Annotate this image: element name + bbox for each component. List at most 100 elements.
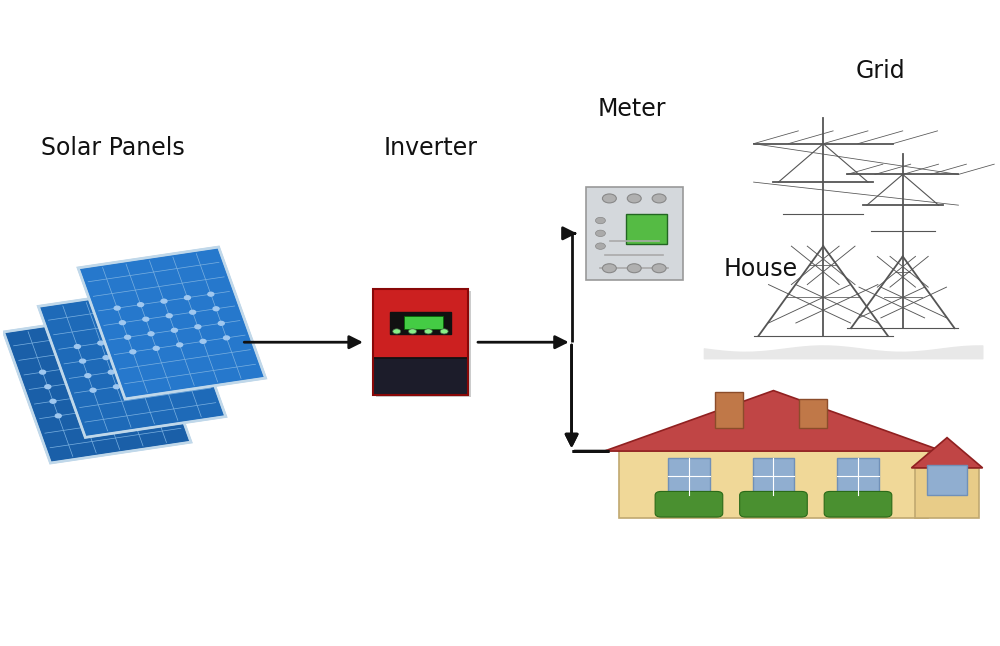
Circle shape xyxy=(184,375,190,378)
Circle shape xyxy=(143,317,149,321)
Circle shape xyxy=(102,407,108,411)
Circle shape xyxy=(153,346,159,350)
Circle shape xyxy=(424,329,432,334)
Circle shape xyxy=(63,367,69,371)
Polygon shape xyxy=(604,391,943,451)
Circle shape xyxy=(595,217,605,224)
FancyBboxPatch shape xyxy=(619,451,928,518)
Circle shape xyxy=(138,303,144,307)
Circle shape xyxy=(92,378,98,382)
Circle shape xyxy=(85,374,91,378)
Circle shape xyxy=(108,370,114,374)
Circle shape xyxy=(145,334,151,338)
Circle shape xyxy=(595,243,605,249)
Circle shape xyxy=(113,385,119,389)
Circle shape xyxy=(86,363,92,367)
Circle shape xyxy=(115,375,121,378)
Circle shape xyxy=(137,381,143,385)
Circle shape xyxy=(179,360,184,364)
Polygon shape xyxy=(911,437,983,468)
Circle shape xyxy=(98,341,104,345)
FancyBboxPatch shape xyxy=(390,312,451,334)
Text: House: House xyxy=(724,257,798,282)
Circle shape xyxy=(393,329,401,334)
Circle shape xyxy=(144,386,150,390)
Circle shape xyxy=(97,392,103,396)
Circle shape xyxy=(627,194,641,203)
FancyBboxPatch shape xyxy=(376,291,471,397)
FancyBboxPatch shape xyxy=(715,392,743,428)
FancyBboxPatch shape xyxy=(740,492,807,517)
Circle shape xyxy=(119,321,125,324)
Circle shape xyxy=(184,296,190,300)
FancyBboxPatch shape xyxy=(78,247,266,399)
Circle shape xyxy=(125,335,131,339)
Circle shape xyxy=(224,336,229,340)
FancyBboxPatch shape xyxy=(373,358,468,395)
FancyBboxPatch shape xyxy=(824,492,892,517)
Circle shape xyxy=(90,388,96,392)
Circle shape xyxy=(195,325,201,329)
FancyBboxPatch shape xyxy=(404,317,443,329)
Circle shape xyxy=(114,306,120,310)
Circle shape xyxy=(110,360,116,364)
Circle shape xyxy=(171,328,177,332)
Circle shape xyxy=(80,359,86,363)
Text: Meter: Meter xyxy=(597,98,666,121)
FancyBboxPatch shape xyxy=(586,187,683,280)
Circle shape xyxy=(73,396,79,400)
Circle shape xyxy=(155,363,161,367)
Circle shape xyxy=(132,367,138,371)
Circle shape xyxy=(177,343,183,347)
FancyBboxPatch shape xyxy=(753,458,794,495)
Circle shape xyxy=(627,264,641,273)
Circle shape xyxy=(150,349,156,353)
Circle shape xyxy=(126,404,131,408)
Circle shape xyxy=(409,329,417,334)
Circle shape xyxy=(45,385,51,389)
Circle shape xyxy=(40,370,46,374)
Circle shape xyxy=(130,350,136,354)
Circle shape xyxy=(160,378,166,382)
FancyBboxPatch shape xyxy=(4,311,191,463)
Circle shape xyxy=(103,356,109,360)
Text: Solar Panels: Solar Panels xyxy=(41,136,184,160)
Circle shape xyxy=(602,194,616,203)
Text: Inverter: Inverter xyxy=(384,136,478,160)
Circle shape xyxy=(166,314,172,318)
Circle shape xyxy=(190,310,196,314)
Circle shape xyxy=(168,331,174,335)
Circle shape xyxy=(200,339,206,343)
FancyBboxPatch shape xyxy=(799,399,827,428)
Circle shape xyxy=(208,292,214,296)
Circle shape xyxy=(652,194,666,203)
Circle shape xyxy=(138,371,144,375)
FancyBboxPatch shape xyxy=(668,458,710,495)
Circle shape xyxy=(120,389,126,393)
Circle shape xyxy=(602,264,616,273)
Circle shape xyxy=(161,299,167,303)
Circle shape xyxy=(121,338,127,342)
FancyBboxPatch shape xyxy=(373,289,468,358)
Circle shape xyxy=(652,264,666,273)
Circle shape xyxy=(213,307,219,311)
FancyBboxPatch shape xyxy=(38,286,226,437)
Circle shape xyxy=(133,357,139,360)
Circle shape xyxy=(218,322,224,325)
Circle shape xyxy=(595,230,605,236)
Circle shape xyxy=(79,410,85,414)
Circle shape xyxy=(55,414,61,418)
FancyBboxPatch shape xyxy=(915,468,979,518)
Circle shape xyxy=(126,352,132,356)
Circle shape xyxy=(149,400,155,404)
Circle shape xyxy=(173,345,179,349)
FancyBboxPatch shape xyxy=(837,458,879,495)
Circle shape xyxy=(68,381,74,385)
FancyBboxPatch shape xyxy=(927,465,967,495)
Circle shape xyxy=(74,344,80,348)
Circle shape xyxy=(50,399,56,403)
Text: Grid: Grid xyxy=(856,59,906,83)
FancyBboxPatch shape xyxy=(626,214,667,244)
FancyBboxPatch shape xyxy=(655,492,723,517)
Circle shape xyxy=(440,329,448,334)
